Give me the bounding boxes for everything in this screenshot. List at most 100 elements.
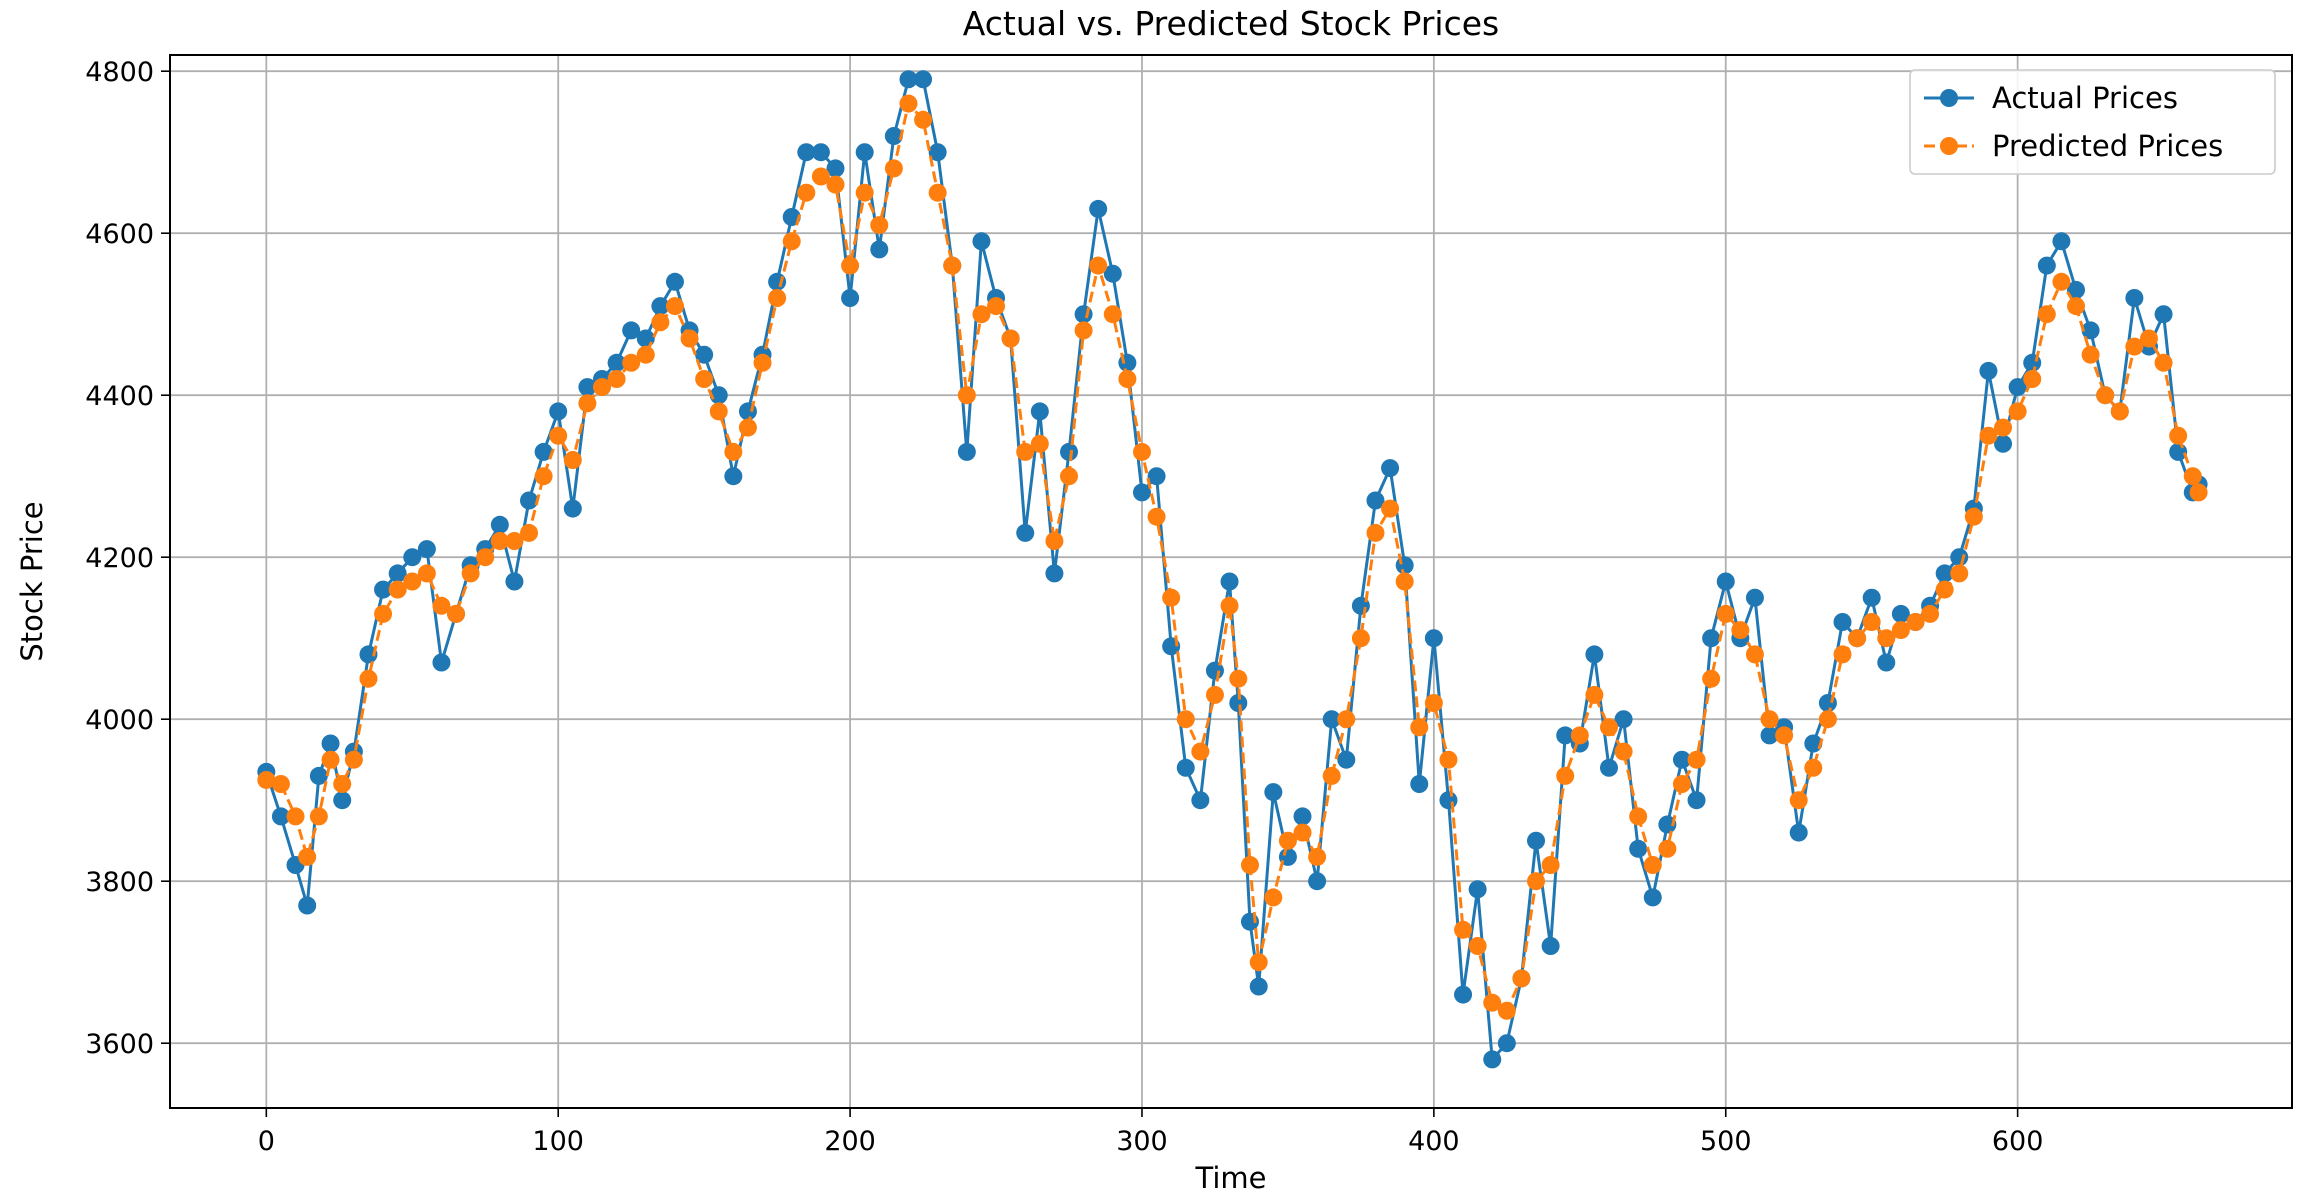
- data-point: [972, 232, 991, 251]
- data-point: [1424, 694, 1443, 712]
- legend-marker: [1940, 137, 1958, 155]
- data-point: [651, 297, 670, 316]
- data-point: [1249, 953, 1268, 972]
- data-point: [2067, 280, 2086, 299]
- data-point: [1278, 831, 1297, 850]
- data-point: [1322, 710, 1341, 729]
- data-point: [2110, 402, 2129, 421]
- data-point: [1672, 775, 1691, 793]
- data-point: [1848, 629, 1867, 648]
- data-point: [1745, 588, 1764, 607]
- data-point: [1381, 459, 1400, 478]
- data-point: [1132, 483, 1151, 502]
- x-tick-label: 600: [1992, 1126, 2044, 1157]
- data-point: [1176, 710, 1195, 729]
- data-point: [1468, 937, 1487, 955]
- data-point: [1891, 604, 1910, 623]
- legend-marker: [1940, 89, 1958, 107]
- data-point: [1804, 758, 1823, 777]
- legend-box: [1909, 69, 2276, 175]
- data-point: [826, 175, 845, 194]
- data-point: [1045, 532, 1064, 550]
- data-point: [1877, 653, 1896, 672]
- data-point: [1556, 766, 1575, 785]
- legend-label: Predicted Prices: [1992, 129, 2223, 163]
- data-point: [1760, 726, 1779, 745]
- data-point: [1643, 888, 1662, 907]
- data-point: [1833, 613, 1852, 631]
- data-point: [841, 289, 860, 307]
- data-point: [622, 321, 641, 340]
- data-point: [1089, 256, 1108, 275]
- data-point: [870, 240, 889, 259]
- data-point: [321, 734, 340, 753]
- data-point: [1060, 442, 1079, 461]
- data-point: [1293, 807, 1312, 826]
- chart-title: Actual vs. Predicted Stock Prices: [963, 4, 1500, 43]
- data-point: [1760, 710, 1779, 729]
- data-point: [1599, 758, 1618, 777]
- data-point: [2139, 329, 2158, 348]
- data-point: [333, 775, 352, 793]
- data-point: [928, 143, 947, 162]
- data-point: [2183, 467, 2202, 486]
- data-point: [359, 669, 378, 688]
- data-point: [490, 515, 509, 534]
- x-axis-label: Time: [1195, 1161, 1267, 1195]
- data-point: [333, 791, 352, 810]
- data-point: [1176, 758, 1195, 777]
- data-point: [578, 394, 597, 413]
- data-point: [943, 256, 962, 275]
- data-point: [782, 232, 801, 251]
- x-tick-label: 300: [1116, 1126, 1168, 1157]
- data-point: [1147, 467, 1166, 486]
- data-point: [1264, 888, 1283, 907]
- data-point: [1439, 791, 1458, 810]
- data-point: [607, 370, 626, 388]
- data-point: [1541, 856, 1560, 874]
- data-point: [432, 653, 451, 672]
- data-point: [2081, 321, 2100, 340]
- data-point: [1074, 321, 1093, 340]
- data-point: [1556, 726, 1575, 745]
- series-line: [265, 102, 2201, 1013]
- y-axis-label: Stock Price: [15, 501, 49, 661]
- data-point: [505, 532, 524, 550]
- data-point: [665, 272, 684, 291]
- data-point: [1775, 726, 1794, 745]
- data-point: [286, 807, 305, 826]
- data-point: [388, 564, 407, 583]
- data-point: [1191, 742, 1210, 761]
- data-point: [461, 564, 480, 583]
- data-point: [1439, 750, 1458, 769]
- data-point: [1906, 613, 1925, 631]
- y-tick-label: 4000: [85, 705, 154, 736]
- data-point: [2008, 402, 2027, 421]
- data-point: [505, 572, 524, 591]
- data-point: [1921, 604, 1940, 623]
- data-point: [1629, 839, 1648, 858]
- data-point: [2081, 345, 2100, 364]
- data-point: [811, 143, 830, 162]
- data-point: [622, 353, 641, 372]
- data-point: [1527, 872, 1546, 891]
- data-point: [309, 766, 328, 785]
- data-point: [1950, 548, 1969, 567]
- data-point: [957, 442, 976, 461]
- y-tick-label: 4200: [85, 543, 154, 574]
- data-point: [1410, 718, 1429, 737]
- data-point: [534, 467, 553, 486]
- data-point: [1381, 499, 1400, 518]
- data-point: [1833, 645, 1852, 664]
- data-point: [1220, 572, 1239, 591]
- data-point: [2154, 305, 2173, 324]
- data-point: [636, 329, 655, 348]
- series-actual: [257, 70, 2208, 1069]
- data-point: [665, 297, 684, 316]
- data-point: [1322, 766, 1341, 785]
- y-tick-label: 4800: [85, 57, 154, 88]
- data-point: [1994, 418, 2013, 437]
- data-point: [987, 297, 1006, 316]
- data-point: [592, 378, 611, 397]
- data-point: [768, 289, 787, 307]
